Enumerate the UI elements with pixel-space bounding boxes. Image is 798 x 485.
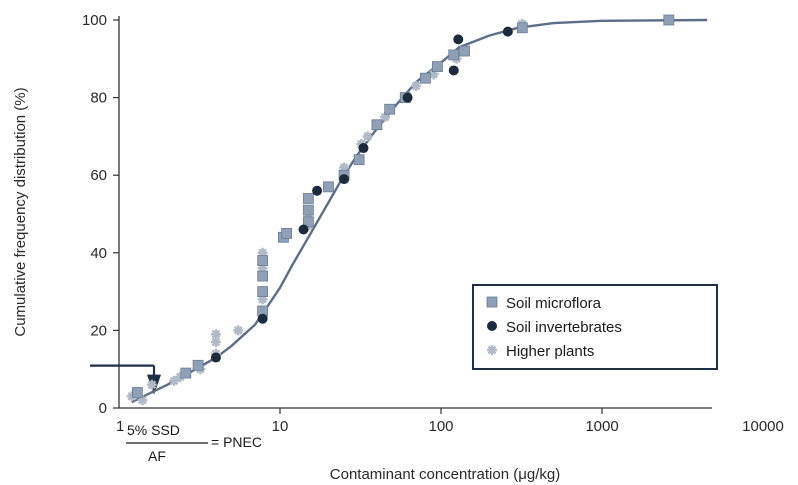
hazard-level [90,364,162,395]
axes [118,16,712,409]
soil-microflora-point [384,103,396,115]
soil-microflora-point [257,270,269,282]
soil-invertebrates-point [448,65,459,76]
higher-plants-point [126,391,137,402]
higher-plants-point [169,375,180,386]
soil-microflora-point [448,49,460,61]
soil-microflora-point [281,227,293,239]
soil-invertebrates-point [257,313,268,324]
soil-microflora-point [353,154,365,166]
higher-plants-point [175,371,186,382]
legend-higher-plants-icon [487,345,497,355]
higher-plants-point [428,69,439,80]
legend-soil-microflora-label: Soil microflora [506,295,602,312]
x-tick-label: 1 [116,418,124,435]
data-points [126,14,675,406]
legend-frame [472,284,718,370]
soil-microflora-point [257,286,269,298]
soil-microflora-point [180,367,192,379]
soil-invertebrates-point [312,185,323,196]
soil-microflora-point [419,72,431,84]
higher-plants-point [257,263,268,274]
higher-plants-point [362,131,373,142]
x-axis-title: Contaminant concentration (μg/kg) [330,466,560,483]
legend: Soil microflora Soil invertebrates Higher … [472,284,718,370]
soil-microflora-point [302,204,314,216]
soil-microflora-point [323,181,334,193]
y-tick-label: 80 [90,90,107,107]
higher-plants-point [339,162,350,173]
legend-soil-microflora-icon [486,296,498,308]
soil-invertebrates-point [502,26,513,37]
higher-plants-point [411,80,422,91]
y-tick-label: 60 [90,167,107,184]
higher-plants-point [210,329,221,340]
soil-microflora-point [432,61,443,72]
soil-microflora-point [516,22,528,34]
annotation-numerator: 5% SSD [127,422,180,438]
soil-microflora-point [131,387,143,398]
soil-invertebrates-point [402,92,413,103]
soil-microflora-point [371,119,383,131]
soil-invertebrates-point [358,143,369,154]
higher-plants-point [210,337,221,348]
soil-invertebrates-point [453,34,464,45]
x-tick-label: 10000 [742,418,784,435]
higher-plants-point [146,379,157,390]
x-tick-label: 10 [272,418,289,435]
annotation-denominator: AF [148,448,166,464]
soil-microflora-point [257,255,269,266]
soil-invertebrates-point [298,224,309,235]
higher-plants-point [257,294,268,305]
x-tick-label: 100 [428,418,453,435]
soil-microflora-point [663,14,675,26]
legend-soil-invertebrates-label: Soil invertebrates [506,319,622,336]
y-tick-label: 40 [90,245,107,262]
soil-microflora-point [459,45,470,57]
legend-soil-invertebrates-icon [487,321,497,331]
x-tick-label: 1000 [585,418,618,435]
higher-plants-point [380,112,391,122]
soil-microflora-point [192,359,204,371]
y-axis-title: Cumulative frequency distribution (%) [12,87,29,336]
x-ticks: 1 10 100 1000 10000 [116,408,784,435]
pnec-annotation: 5% SSD AF = PNEC [126,422,262,464]
soil-invertebrates-point [339,174,350,185]
y-tick-label: 20 [90,322,107,339]
y-tick-label: 100 [82,12,107,29]
legend-higher-plants-label: Higher plants [506,343,594,360]
y-tick-label: 0 [99,400,107,417]
higher-plants-point [137,395,148,406]
higher-plants-point [233,325,244,336]
annotation-suffix: = PNEC [211,434,262,450]
higher-plants-point [257,247,268,258]
soil-microflora-point [302,216,314,228]
soil-invertebrates-point [210,352,221,363]
y-ticks: 0 20 40 60 80 100 [82,12,119,417]
soil-microflora-point [302,193,314,204]
